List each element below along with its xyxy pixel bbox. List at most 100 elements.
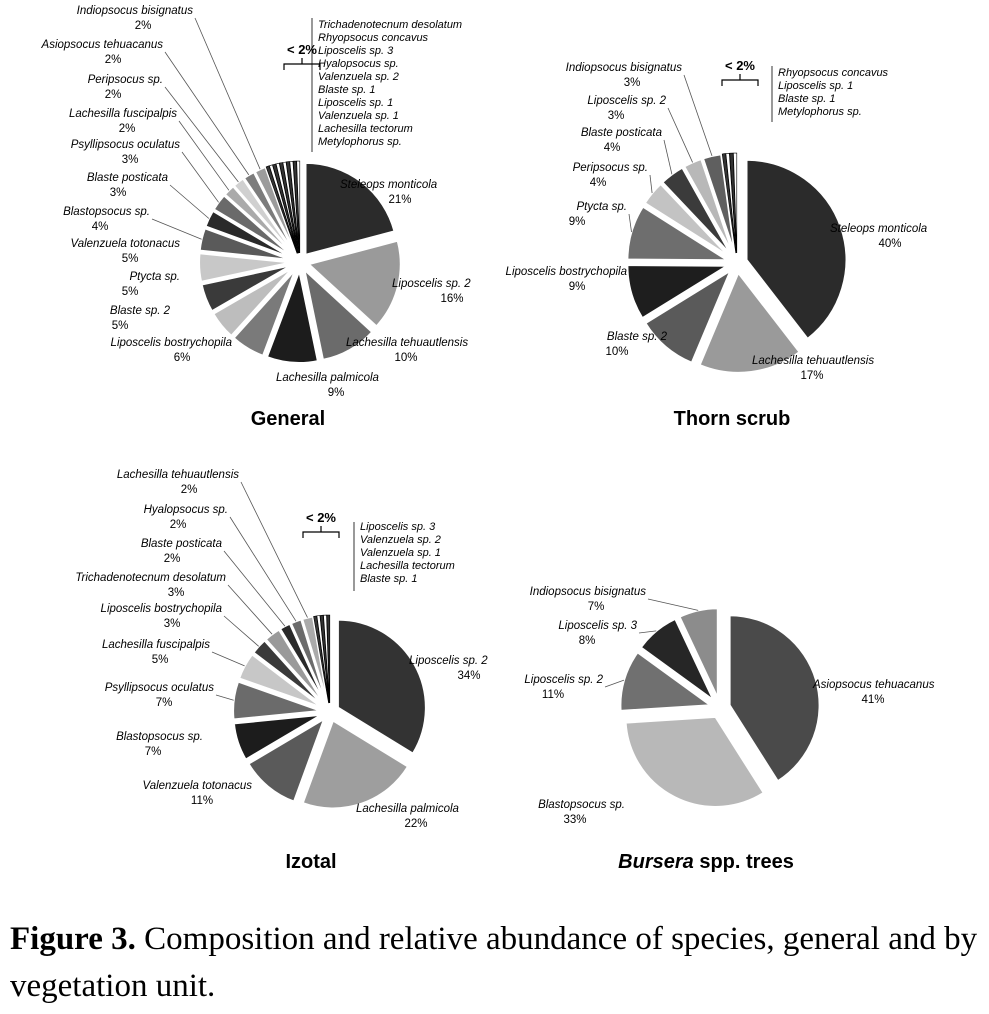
small-slice-label-hyalopsocus-sp: Hyalopsocus sp.: [318, 58, 399, 70]
slice-label-blaste-posticata: Blaste posticata: [87, 172, 168, 184]
pie-slice-lachesilla-fuscipalpis: [223, 184, 295, 257]
slice-label-blaste-sp-2: Blaste sp. 2: [110, 305, 171, 317]
slice-label-liposcelis-sp-2: Liposcelis sp. 2: [524, 674, 603, 686]
leader-line: [638, 630, 657, 634]
pie-slice-blastopsocus-sp: [232, 713, 322, 761]
slice-pct-blastopsocus-sp: 7%: [145, 746, 162, 758]
small-slice-label-liposcelis-sp-1: Liposcelis sp. 1: [778, 80, 853, 92]
slice-label-steleops-monticola: Steleops monticola: [830, 223, 927, 235]
pie-slice-psyllipsocus-oculatus: [232, 680, 322, 721]
slice-pct-lachesilla-tehuautlensis: 2%: [181, 484, 198, 496]
small-slice-label-metylophorus-sp: Metylophorus sp.: [318, 136, 402, 148]
caption-label: Figure 3.: [10, 921, 136, 957]
slice-label-hyalopsocus-sp: Hyalopsocus sp.: [144, 504, 228, 516]
chart-title-part: Bursera: [618, 851, 694, 873]
pie-slice-blaste-sp-2: [644, 268, 733, 365]
slice-label-lachesilla-tehuautlensis: Lachesilla tehuautlensis: [346, 337, 468, 349]
pie-slice-lachesilla-fuscipalpis: [237, 652, 323, 709]
pie-slice-liposcelis-sp-1: [725, 152, 737, 254]
slice-label-blastopsocus-sp: Blastopsocus sp.: [63, 206, 150, 218]
leader-line: [164, 51, 250, 176]
leader-line: [194, 17, 261, 170]
pie-slice-steleops-monticola: [304, 161, 396, 257]
chart-title-part: spp. trees: [694, 851, 794, 873]
leader-line: [240, 481, 308, 618]
slice-pct-indiopsocus-bisignatus: 7%: [588, 601, 605, 613]
small-slice-label-lachesilla-tectorum: Lachesilla tectorum: [318, 123, 413, 135]
pie-slice-blaste-posticata: [660, 166, 732, 256]
pie-slice-liposcelis-bostrychopila: [626, 264, 731, 320]
slice-label-blaste-sp-2: Blaste sp. 2: [607, 331, 668, 343]
chart-title-bursera-spp-trees: Bursera spp. trees: [618, 851, 794, 873]
slice-label-psyllipsocus-oculatus: Psyllipsocus oculatus: [105, 682, 215, 694]
pie-slice-ptycta-sp: [200, 264, 293, 313]
pie-slice-liposcelis-bostrychopila: [232, 269, 297, 358]
slice-label-liposcelis-bostrychopila: Liposcelis bostrychopila: [506, 266, 627, 278]
slice-label-trichadenotecnum-desolatum: Trichadenotecnum desolatum: [75, 572, 226, 584]
pie-slice-lachesilla-palmicola: [301, 719, 410, 810]
chart-title-izotal: Izotal: [285, 851, 336, 873]
slice-pct-lachesilla-palmicola: 9%: [328, 387, 345, 399]
pie-slice-lachesilla-palmicola: [265, 267, 320, 364]
pie-slice-blastopsocus-sp: [624, 715, 766, 808]
pie-slice-valenzuela-sp-1: [319, 614, 330, 704]
small-group-bracket: [721, 74, 759, 86]
slice-pct-liposcelis-sp-2: 16%: [440, 293, 463, 305]
small-slice-label-rhyopsocus-concavus: Rhyopsocus concavus: [318, 32, 429, 44]
leader-line: [151, 218, 202, 240]
pie-slice-steleops-monticola: [745, 158, 848, 341]
leader-line: [649, 174, 653, 194]
pie-slice-asiopsocus-tehuacanus: [242, 170, 297, 255]
slice-label-psyllipsocus-oculatus: Psyllipsocus oculatus: [71, 139, 181, 151]
pie-slice-lachesilla-tehuautlensis: [698, 270, 801, 374]
slice-pct-steleops-monticola: 21%: [388, 194, 411, 206]
slice-pct-blaste-sp-2: 5%: [112, 320, 129, 332]
slice-pct-ptycta-sp: 5%: [122, 286, 139, 298]
slice-pct-blaste-posticata: 2%: [164, 553, 181, 565]
pie-slice-indiopsocus-bisignatus: [253, 165, 298, 255]
small-slices-group: < 2%Trichadenotecnum desolatumRhyopsocus…: [265, 18, 462, 254]
pie-slice-lachesilla-tectorum: [292, 160, 300, 254]
slice-pct-steleops-monticola: 40%: [878, 238, 901, 250]
slice-label-ptycta-sp: Ptycta sp.: [577, 201, 628, 213]
slice-label-liposcelis-sp-3: Liposcelis sp. 3: [558, 620, 637, 632]
slice-pct-asiopsocus-tehuacanus: 2%: [105, 54, 122, 66]
slice-pct-liposcelis-bostrychopila: 3%: [164, 618, 181, 630]
small-slice-label-metylophorus-sp: Metylophorus sp.: [778, 106, 862, 118]
slice-label-lachesilla-tehuautlensis: Lachesilla tehuautlensis: [117, 469, 239, 481]
small-slice-label-lachesilla-tectorum: Lachesilla tectorum: [360, 560, 455, 572]
small-slice-label-blaste-sp-1: Blaste sp. 1: [360, 573, 417, 585]
slice-label-lachesilla-palmicola: Lachesilla palmicola: [356, 803, 459, 815]
pie-chart-thorn-scrub: Steleops monticola 40% Lachesilla tehuautl…: [506, 58, 928, 430]
chart-title-thorn-scrub: Thorn scrub: [674, 408, 791, 430]
slice-label-blaste-posticata: Blaste posticata: [581, 127, 662, 139]
slice-pct-lachesilla-fuscipalpis: 5%: [152, 654, 169, 666]
leader-line: [227, 584, 273, 635]
slice-pct-asiopsocus-tehuacanus: 41%: [861, 694, 884, 706]
chart-title-part: Izotal: [285, 851, 336, 873]
small-slice-label-blaste-sp-1: Blaste sp. 1: [318, 84, 375, 96]
small-slice-label-valenzuela-sp-1: Valenzuela sp. 1: [360, 547, 441, 559]
small-slice-label-blaste-sp-1: Blaste sp. 1: [778, 93, 835, 105]
slice-pct-lachesilla-tehuautlensis: 17%: [800, 370, 823, 382]
slice-label-indiopsocus-bisignatus: Indiopsocus bisignatus: [77, 5, 194, 17]
slice-label-lachesilla-fuscipalpis: Lachesilla fuscipalpis: [102, 639, 210, 651]
slice-label-steleops-monticola: Steleops monticola: [340, 179, 437, 191]
leader-line: [178, 120, 230, 191]
slice-label-lachesilla-palmicola: Lachesilla palmicola: [276, 372, 379, 384]
slice-label-ptycta-sp: Ptycta sp.: [130, 271, 181, 283]
small-slice-label-valenzuela-sp-1: Valenzuela sp. 1: [318, 110, 399, 122]
slice-pct-lachesilla-fuscipalpis: 2%: [119, 123, 136, 135]
pie-slice-ptycta-sp: [626, 205, 731, 262]
small-group-label: < 2%: [287, 42, 317, 57]
figure-3-pie-charts: Steleops monticola 21% Liposcelis sp. 2 16%…: [41, 5, 935, 873]
leader-line: [628, 213, 632, 233]
slice-label-lachesilla-tehuautlensis: Lachesilla tehuautlensis: [752, 355, 874, 367]
pie-slice-lachesilla-tehuautlensis: [300, 615, 329, 704]
slice-pct-blaste-posticata: 4%: [604, 142, 621, 154]
slice-pct-indiopsocus-bisignatus: 2%: [135, 20, 152, 32]
slice-pct-psyllipsocus-oculatus: 7%: [156, 697, 173, 709]
pie-slice-blaste-posticata: [278, 622, 327, 705]
